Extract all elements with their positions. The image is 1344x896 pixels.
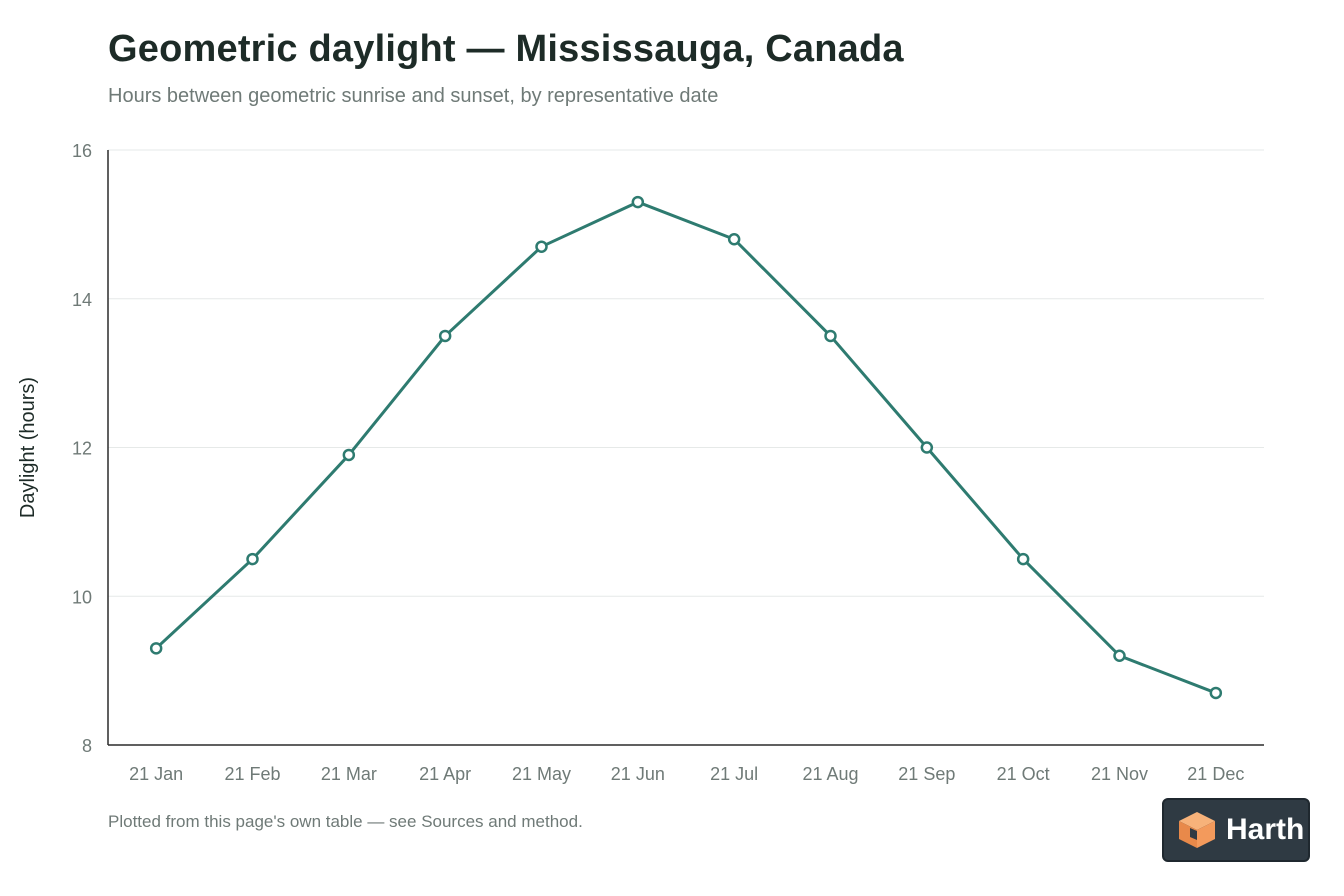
x-tick-label: 21 Sep xyxy=(898,764,955,784)
x-tick-label: 21 Apr xyxy=(419,764,471,784)
harth-logo-icon xyxy=(1179,812,1215,848)
series-line xyxy=(155,200,1217,695)
harth-badge-label: Harth xyxy=(1226,813,1305,846)
axes xyxy=(107,150,1264,746)
y-axis-label: Daylight (hours) xyxy=(17,377,39,518)
data-point[interactable] xyxy=(920,441,934,454)
line-chart: 8 10 12 14 16 21 Jan 21 Feb 21 Mar 21 Apr 21 May… xyxy=(17,141,1264,784)
data-point[interactable] xyxy=(1016,552,1030,566)
y-tick-label: 16 xyxy=(72,141,92,161)
footnote: Plotted from this page's own table — see… xyxy=(108,812,583,831)
y-tick-label: 14 xyxy=(72,290,92,310)
data-point[interactable] xyxy=(535,240,548,253)
chart-subtitle: Hours between geometric sunrise and suns… xyxy=(108,85,719,107)
y-tick-label: 8 xyxy=(82,736,92,756)
x-tick-label: 21 Jan xyxy=(129,764,183,784)
x-tick-label: 21 Feb xyxy=(224,764,280,784)
x-tick-label: 21 Aug xyxy=(802,764,858,784)
series-daylight xyxy=(149,195,1223,700)
x-tick-label: 21 Dec xyxy=(1187,764,1244,784)
gridlines xyxy=(108,149,1264,597)
y-tick-label: 12 xyxy=(72,439,92,459)
data-point[interactable] xyxy=(631,195,645,209)
y-tick-labels: 8 10 12 14 16 xyxy=(72,141,92,756)
data-point[interactable] xyxy=(824,329,837,343)
x-tick-label: 21 Jun xyxy=(611,764,665,784)
x-tick-labels: 21 Jan 21 Feb 21 Mar 21 Apr 21 May 21 Jun 21 J… xyxy=(129,764,1244,784)
x-tick-label: 21 May xyxy=(512,764,571,784)
data-point[interactable] xyxy=(149,642,163,655)
data-point[interactable] xyxy=(246,552,259,566)
x-tick-label: 21 Mar xyxy=(321,764,377,784)
y-tick-label: 10 xyxy=(72,587,92,607)
x-tick-label: 21 Oct xyxy=(997,764,1050,784)
data-point[interactable] xyxy=(1113,649,1126,662)
harth-badge[interactable]: Harth xyxy=(1162,798,1310,862)
data-point[interactable] xyxy=(342,448,356,462)
x-tick-label: 21 Jul xyxy=(710,764,758,784)
data-point[interactable] xyxy=(438,329,452,343)
data-point[interactable] xyxy=(727,233,741,246)
x-tick-label: 21 Nov xyxy=(1091,764,1148,784)
data-point[interactable] xyxy=(1209,686,1223,700)
chart-title: Geometric daylight — Mississauga, Canada xyxy=(108,28,904,70)
